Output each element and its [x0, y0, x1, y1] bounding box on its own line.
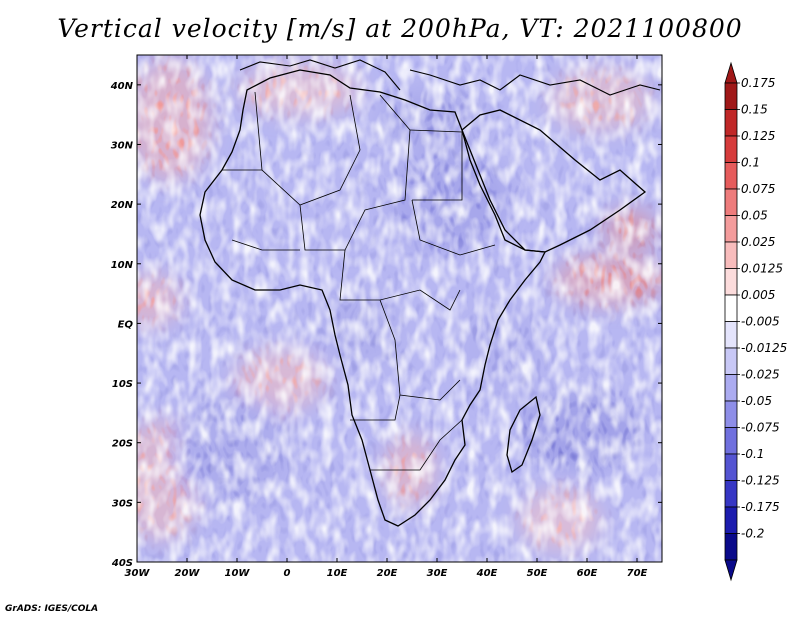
colorbar-label: 0.175	[741, 76, 775, 90]
lat-tick-label: 30S	[112, 498, 133, 509]
colorbar-swatch	[724, 321, 738, 349]
country-borders	[222, 91, 496, 471]
lon-tick-label: 20W	[175, 568, 201, 579]
colorbar-swatch	[724, 241, 738, 269]
lat-tick-label: 10N	[111, 260, 134, 271]
colorbar-label: 0.125	[741, 129, 775, 143]
colorbar-label: 0.05	[741, 209, 768, 223]
colorbar-bottom-arrow	[724, 559, 738, 582]
colorbar-top-arrow	[724, 61, 738, 84]
colorbar-swatch	[724, 109, 738, 137]
lat-tick-label: 40N	[110, 81, 134, 92]
colorbar-label: 0.15	[741, 103, 768, 117]
colorbar-swatch	[724, 162, 738, 190]
lat-tick-label: 20S	[112, 439, 133, 450]
map-frame	[136, 54, 663, 563]
lat-tick-label: EQ	[118, 319, 134, 330]
colorbar-label: -0.125	[741, 474, 780, 488]
lon-tick-label: 10E	[327, 568, 348, 579]
colorbar-swatch	[724, 480, 738, 508]
europe-coastline	[239, 59, 661, 96]
colorbar-label: -0.075	[741, 421, 780, 435]
colorbar-swatch	[724, 453, 738, 481]
velocity-field	[137, 55, 662, 562]
lon-tick-label: 0	[284, 568, 291, 579]
lon-tick-label: 10W	[225, 568, 251, 579]
colorbar-swatch	[724, 506, 738, 534]
africa-coastline	[199, 69, 547, 527]
colorbar-swatch	[724, 268, 738, 296]
colorbar-label: 0.075	[741, 182, 775, 196]
lon-tick-label: 60E	[577, 568, 598, 579]
colorbar-label: 0.1	[741, 156, 760, 170]
page-title: Vertical velocity [m/s] at 200hPa, VT: 2…	[57, 14, 743, 43]
lat-tick-label: 20N	[111, 200, 134, 211]
lon-tick-label: 50E	[527, 568, 548, 579]
lat-tick-label: 40S	[111, 558, 133, 569]
field-texture-light	[137, 55, 662, 562]
lon-tick-label: 40E	[476, 568, 498, 579]
colorbar-swatch	[724, 82, 738, 110]
colorbar-label: -0.025	[741, 368, 780, 382]
lon-tick-label: 70E	[627, 568, 648, 579]
lon-tick-label: 20E	[377, 568, 398, 579]
credit-label: GrADS: IGES/COLA	[5, 604, 99, 614]
colorbar-label: 0.005	[741, 288, 775, 302]
colorbar-label: -0.005	[741, 315, 780, 329]
colorbar-label: 0.025	[741, 235, 775, 249]
colorbar-swatch	[724, 215, 738, 243]
colorbar: 0.175 0.15 0.125 0.1 0.075 0.05 0.025 0.0125 0.0…	[724, 61, 787, 582]
colorbar-label: -0.175	[741, 500, 780, 514]
lon-tick-label: 30E	[427, 568, 448, 579]
colorbar-swatch	[724, 533, 738, 561]
colorbar-label: 0.0125	[741, 262, 783, 276]
colorbar-label: -0.05	[741, 394, 772, 408]
colorbar-label: -0.1	[741, 447, 764, 461]
colorbar-swatch	[724, 374, 738, 402]
colorbar-label: -0.2	[741, 527, 764, 541]
arabia-coastline	[461, 109, 647, 253]
colorbar-swatch	[724, 427, 738, 455]
axis-ticks: 30W 20W 10W 0 10E 20E 30E 40E 50E 60E 70E 40N 30N 20N…	[110, 55, 662, 579]
lat-tick-label: 30N	[111, 140, 134, 151]
lon-tick-label: 30W	[125, 568, 151, 579]
colorbar-swatch	[724, 135, 738, 163]
lat-tick-label: 10S	[112, 379, 133, 390]
colorbar-swatch	[724, 188, 738, 216]
colorbar-swatch	[724, 294, 738, 322]
colorbar-swatch	[724, 347, 738, 375]
madagascar-coastline	[506, 395, 541, 474]
colorbar-label: -0.0125	[741, 341, 787, 355]
colorbar-swatch	[724, 400, 738, 428]
